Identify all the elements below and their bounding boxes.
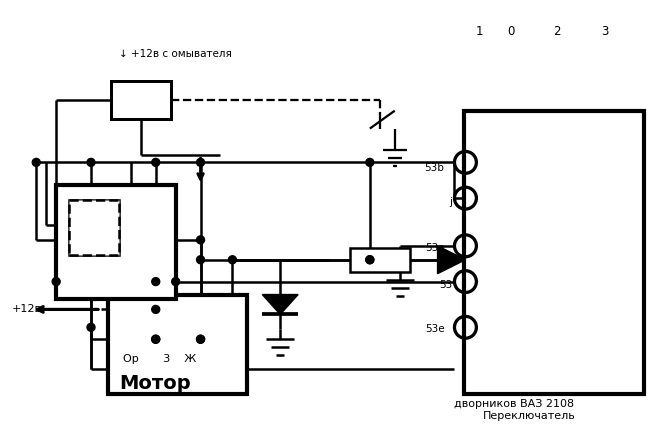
Text: 53a: 53a xyxy=(425,243,444,253)
Bar xyxy=(108,294,248,394)
Text: Ор       3    Ж: Ор 3 Ж xyxy=(123,354,196,364)
Circle shape xyxy=(228,256,236,264)
Circle shape xyxy=(366,256,374,264)
Text: 53b: 53b xyxy=(424,163,444,173)
Circle shape xyxy=(152,335,160,343)
Polygon shape xyxy=(438,246,465,274)
Circle shape xyxy=(366,256,374,264)
Bar xyxy=(56,185,175,300)
Text: 2: 2 xyxy=(553,25,561,38)
Circle shape xyxy=(152,305,160,314)
Bar xyxy=(111,81,171,119)
Text: Мотор: Мотор xyxy=(119,374,191,393)
Bar xyxy=(465,111,643,394)
Circle shape xyxy=(152,159,160,166)
Bar xyxy=(69,200,119,255)
Circle shape xyxy=(197,335,205,343)
Bar xyxy=(69,200,119,255)
Circle shape xyxy=(152,335,160,343)
Polygon shape xyxy=(262,294,298,314)
Text: Переключатель: Переключатель xyxy=(483,411,575,421)
Text: +12в: +12в xyxy=(11,304,41,314)
Bar xyxy=(350,248,410,272)
Circle shape xyxy=(197,236,205,244)
Text: 53e: 53e xyxy=(425,324,444,334)
Text: 53: 53 xyxy=(440,279,453,290)
Circle shape xyxy=(32,159,40,166)
Text: 3: 3 xyxy=(601,25,608,38)
Circle shape xyxy=(197,256,205,264)
Circle shape xyxy=(171,278,179,286)
Circle shape xyxy=(366,159,374,166)
Circle shape xyxy=(197,159,205,166)
Text: дворников ВАЗ 2108: дворников ВАЗ 2108 xyxy=(454,399,575,409)
Circle shape xyxy=(152,278,160,286)
Circle shape xyxy=(87,159,95,166)
Text: 1: 1 xyxy=(475,25,483,38)
Text: 0: 0 xyxy=(508,25,515,38)
Text: ↓ +12в с омывателя: ↓ +12в с омывателя xyxy=(119,49,232,59)
Circle shape xyxy=(87,323,95,331)
Circle shape xyxy=(197,335,205,343)
Circle shape xyxy=(52,278,60,286)
Text: j: j xyxy=(449,197,453,207)
